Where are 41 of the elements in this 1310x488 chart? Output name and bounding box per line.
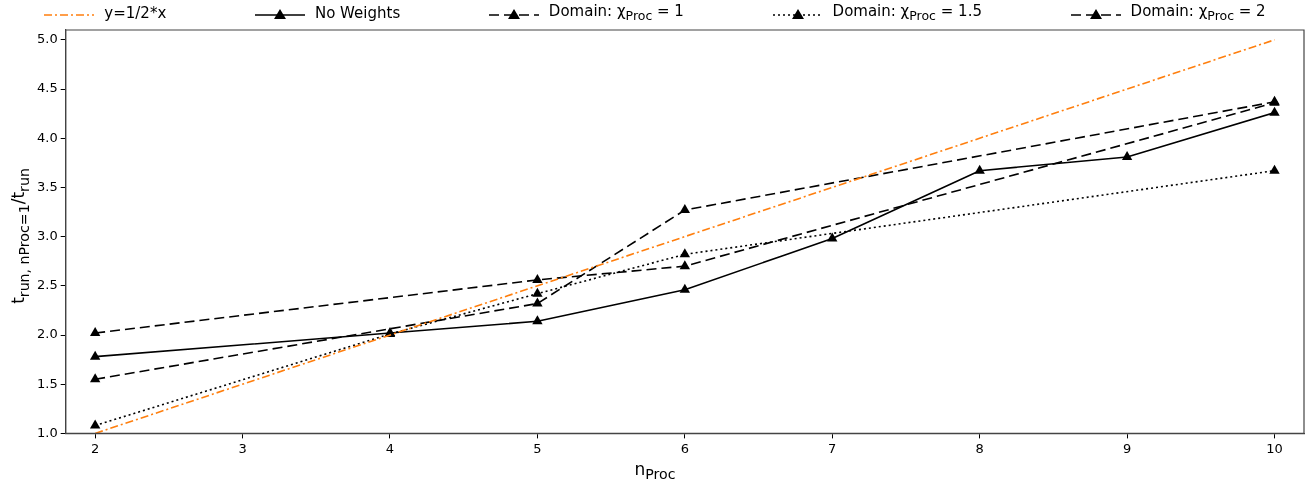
point [679, 248, 691, 258]
x-tick-label: 9 [1122, 440, 1132, 456]
y-tick-label: 3.0 [36, 227, 58, 243]
y-tick-label: 2.5 [36, 277, 58, 293]
y-tick-label: 4.5 [36, 80, 58, 96]
legend-label: Domain: χ$_{Proc}$ = 1.5 [832, 2, 982, 23]
y-tick-label: 5.0 [36, 31, 58, 47]
x-axis-title: n$_{Proc}$ [633, 458, 677, 482]
point [679, 260, 691, 270]
x-tick-label: 7 [828, 440, 837, 456]
point [1269, 164, 1280, 174]
point [89, 373, 101, 383]
x-tick-label: 2 [91, 440, 100, 456]
x-tick-label: 3 [238, 440, 247, 456]
point [89, 327, 101, 337]
legend-label: Domain: χ$_{Proc}$ = 1 [548, 2, 684, 23]
y-tick-label: 2.0 [36, 326, 58, 342]
point [679, 283, 691, 293]
x-tick-label: 8 [975, 440, 984, 456]
legend-label: No Weights [314, 3, 401, 22]
legend-label: Domain: χ$_{Proc}$ = 2 [1130, 2, 1266, 23]
point [1121, 150, 1133, 160]
point [974, 164, 985, 174]
y-tick-label: 3.5 [36, 178, 58, 194]
x-tick-label: 5 [533, 440, 542, 456]
point [1269, 106, 1280, 116]
y-tick-label: 1.5 [36, 375, 58, 391]
point [679, 204, 691, 214]
y-tick-label: 1.0 [36, 424, 58, 440]
point [532, 297, 543, 307]
x-tick-label: 4 [385, 440, 395, 456]
point [89, 350, 101, 360]
point [532, 273, 543, 283]
legend-label: y=1/2*x [104, 3, 167, 22]
point [532, 287, 543, 297]
point [827, 232, 838, 242]
point [532, 315, 543, 325]
y-tick-label: 4.0 [36, 129, 58, 145]
x-tick-label: 10 [1266, 440, 1283, 456]
x-tick-label: 6 [680, 440, 689, 456]
point [89, 419, 101, 429]
